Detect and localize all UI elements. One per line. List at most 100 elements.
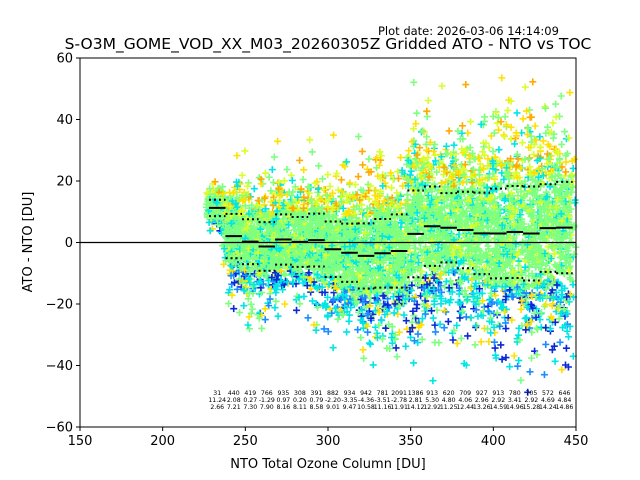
scatter-point — [233, 152, 241, 160]
scatter-point — [280, 177, 288, 185]
scatter-point — [485, 174, 493, 182]
scatter-point — [440, 307, 448, 315]
scatter-point — [277, 277, 285, 285]
scatter-point — [419, 127, 427, 135]
scatter-point — [226, 189, 234, 197]
scatter-point — [257, 284, 265, 292]
scatter-point — [366, 340, 374, 348]
scatter-point — [519, 115, 527, 123]
scatter-point — [223, 239, 231, 247]
scatter-point — [359, 346, 367, 354]
scatter-point — [233, 194, 241, 202]
scatter-point — [239, 207, 247, 215]
scatter-point — [227, 272, 235, 280]
scatter-point — [393, 353, 401, 361]
scatter-point — [258, 239, 266, 247]
scatter-point — [222, 201, 230, 209]
scatter-point — [354, 173, 362, 181]
scatter-point — [410, 78, 418, 86]
scatter-point — [245, 210, 253, 218]
scatter-point — [511, 140, 519, 148]
scatter-point — [231, 253, 239, 261]
scatter-point — [241, 202, 249, 210]
scatter-point — [365, 339, 373, 347]
scatter-point — [239, 279, 247, 287]
scatter-point — [442, 142, 450, 150]
scatter-point — [334, 315, 342, 323]
scatter-point — [280, 240, 288, 248]
scatter-point — [436, 320, 444, 328]
scatter-point — [268, 166, 276, 174]
scatter-point — [284, 231, 292, 239]
scatter-point — [205, 218, 213, 226]
scatter-point — [369, 361, 377, 369]
scatter-point — [279, 202, 287, 210]
scatter-point — [238, 171, 246, 179]
scatter-point — [236, 211, 244, 219]
scatter-point — [337, 176, 345, 184]
scatter-point — [288, 270, 296, 278]
scatter-point — [517, 376, 525, 384]
scatter-point — [279, 286, 287, 294]
scatter-point — [345, 317, 353, 325]
scatter-point — [274, 137, 282, 145]
scatter-point — [240, 302, 248, 310]
scatter-point — [283, 166, 291, 174]
scatter-point — [203, 189, 211, 197]
scatter-point — [282, 246, 290, 254]
scatter-point — [397, 154, 405, 162]
scatter-point — [288, 176, 296, 184]
scatter-point — [272, 289, 280, 297]
scatter-point — [207, 212, 215, 220]
scatter-point — [355, 133, 363, 141]
scatter-point — [402, 342, 410, 350]
scatter-point — [211, 178, 219, 186]
scatter-point — [394, 168, 402, 176]
scatter-point — [219, 190, 227, 198]
scatter-point — [456, 314, 464, 322]
scatter-point — [513, 109, 521, 117]
scatter-point — [245, 289, 253, 297]
scatter-point — [263, 224, 271, 232]
scatter-point — [244, 179, 252, 187]
scatter-point — [440, 324, 448, 332]
scatter-point — [431, 321, 439, 329]
scatter-point — [510, 352, 518, 360]
scatter-point — [208, 200, 216, 208]
scatter-point — [453, 340, 461, 348]
scatter-point — [504, 106, 512, 114]
scatter-point — [429, 314, 437, 322]
scatter-point — [274, 282, 282, 290]
scatter-point — [227, 219, 235, 227]
scatter-point — [265, 302, 273, 310]
scatter-point — [269, 217, 277, 225]
scatter-point — [493, 119, 501, 127]
scatter-point — [250, 281, 258, 289]
scatter-point — [300, 292, 308, 300]
scatter-point — [423, 107, 431, 115]
scatter-point — [245, 313, 253, 321]
scatter-point — [273, 207, 281, 215]
scatter-point — [300, 166, 308, 174]
scatter-point — [432, 328, 440, 336]
scatter-point — [233, 203, 241, 211]
scatter-point — [241, 234, 249, 242]
scatter-point — [260, 255, 268, 263]
scatter-point — [261, 316, 269, 324]
scatter-point — [257, 175, 265, 183]
scatter-point — [229, 238, 237, 246]
scatter-point — [343, 328, 351, 336]
scatter-point — [213, 199, 221, 207]
scatter-point — [279, 209, 287, 217]
scatter-point — [242, 283, 250, 291]
scatter-point — [232, 199, 240, 207]
scatter-point — [392, 344, 400, 352]
scatter-point — [329, 344, 337, 352]
scatter-point — [388, 184, 396, 192]
scatter-point — [274, 312, 282, 320]
scatter-point — [261, 305, 269, 313]
scatter-point — [255, 259, 263, 267]
scatter-point — [390, 309, 398, 317]
scatter-point — [410, 359, 418, 367]
scatter-point — [306, 136, 314, 144]
